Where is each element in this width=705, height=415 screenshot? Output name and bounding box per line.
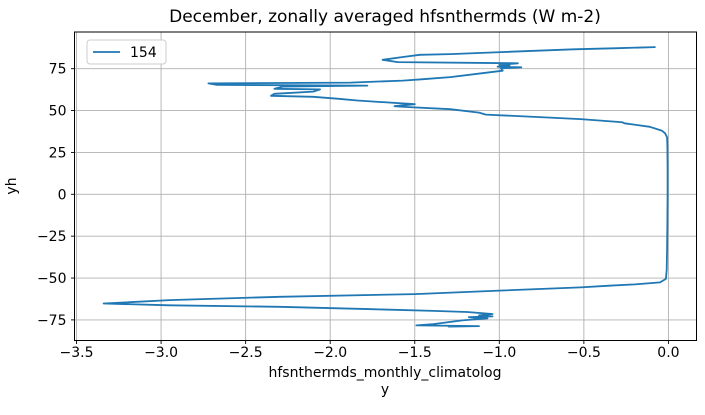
y-tick-label: −75 (37, 313, 67, 329)
x-tick-label: −3.5 (60, 345, 94, 361)
axis-ticks: −3.5 −3.0 −2.5 −2.0 −1.5 −1.0 −0.5 0.0 −75 −50 −25… (37, 62, 680, 361)
x-tick-label: −2.5 (229, 345, 263, 361)
x-tick-label: −2.0 (313, 345, 347, 361)
y-tick-label: 25 (49, 145, 67, 161)
y-tick-label: −50 (37, 271, 67, 287)
data-line-154 (102, 46, 669, 328)
legend: 154 (86, 39, 167, 65)
chart-title: December, zonally averaged hfsnthermds (… (169, 7, 601, 27)
x-tick-label: −0.5 (567, 345, 601, 361)
plot-border (74, 31, 697, 341)
grid-lines (74, 32, 697, 341)
x-axis-label-line2: y (381, 382, 389, 398)
y-tick-label: −25 (37, 229, 67, 245)
legend-box (86, 39, 167, 65)
y-axis-label: yh (4, 177, 20, 194)
y-tick-label: 50 (49, 104, 67, 120)
y-tick-label: 75 (49, 62, 67, 78)
y-tick-label: 0 (58, 187, 67, 203)
x-tick-label: −3.0 (144, 345, 178, 361)
x-tick-label: 0.0 (657, 345, 679, 361)
x-tick-label: −1.0 (482, 345, 516, 361)
x-tick-label: −1.5 (398, 345, 432, 361)
legend-label: 154 (130, 45, 157, 61)
x-axis-label-line1: hfsnthermds_monthly_climatolog (269, 365, 502, 381)
